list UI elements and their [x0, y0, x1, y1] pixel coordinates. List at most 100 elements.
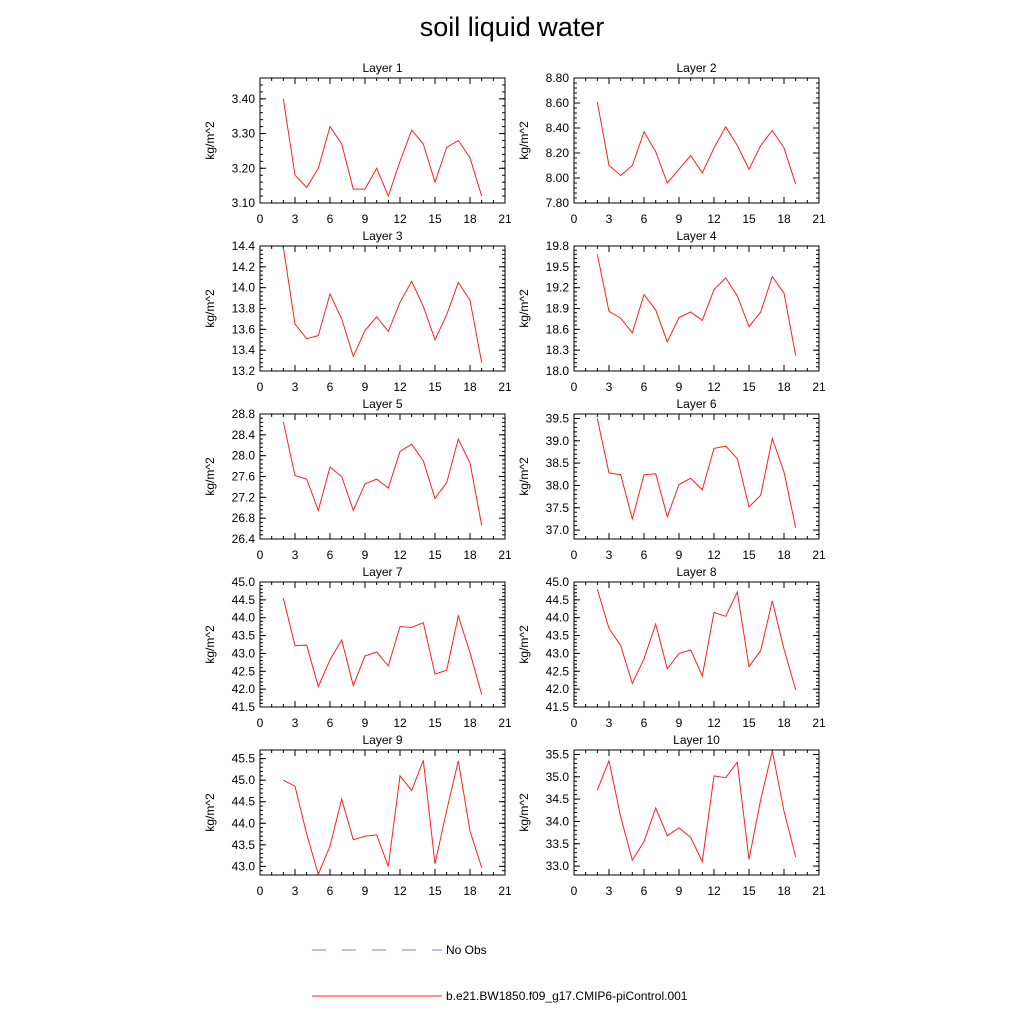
x-tick-label: 15 [428, 548, 442, 562]
panel-title: Layer 9 [362, 733, 402, 747]
series-line [596, 254, 797, 356]
x-tick-label: 15 [742, 380, 756, 394]
y-tick-label: 18.0 [546, 364, 570, 378]
series-line [596, 588, 797, 691]
x-tick-label: 21 [812, 716, 826, 730]
x-tick-label: 15 [742, 884, 756, 898]
x-tick-label: 15 [428, 380, 442, 394]
x-tick-label: 6 [641, 884, 648, 898]
x-tick-label: 18 [463, 548, 477, 562]
x-tick-label: 9 [362, 212, 369, 226]
y-tick-label: 28.4 [232, 428, 256, 442]
y-tick-label: 33.0 [546, 859, 570, 873]
y-tick-label: 35.5 [546, 747, 570, 761]
plot-frame [259, 77, 506, 204]
y-axis-label: kg/m^2 [517, 457, 531, 496]
x-tick-label: 18 [777, 884, 791, 898]
y-tick-label: 14.4 [232, 239, 256, 253]
y-tick-label: 44.5 [546, 593, 570, 607]
series-line [596, 101, 797, 185]
y-tick-label: 3.30 [232, 127, 256, 141]
x-tick-label: 3 [606, 716, 613, 730]
y-tick-label: 39.5 [546, 411, 570, 425]
x-tick-label: 18 [463, 380, 477, 394]
y-tick-label: 3.40 [232, 92, 256, 106]
y-tick-label: 28.0 [232, 449, 256, 463]
y-tick-label: 8.60 [546, 96, 570, 110]
x-tick-label: 18 [777, 548, 791, 562]
series-line [283, 760, 483, 876]
y-tick-label: 41.5 [546, 700, 570, 714]
x-tick-label: 21 [498, 884, 512, 898]
y-tick-label: 26.4 [232, 532, 256, 546]
y-tick-label: 8.20 [546, 146, 570, 160]
x-tick-label: 9 [362, 884, 369, 898]
x-tick-label: 21 [812, 212, 826, 226]
x-tick-label: 6 [641, 212, 648, 226]
panel-title: Layer 8 [676, 565, 716, 579]
x-tick-label: 12 [393, 212, 407, 226]
series-line [282, 597, 483, 695]
y-tick-label: 43.5 [546, 629, 570, 643]
y-tick-label: 7.80 [546, 196, 570, 210]
x-tick-label: 6 [327, 380, 334, 394]
x-tick-label: 9 [362, 716, 369, 730]
panel-title: Layer 1 [362, 61, 402, 75]
y-tick-label: 39.0 [546, 434, 570, 448]
y-tick-label: 45.0 [546, 575, 570, 589]
panel-layer-10: 0 3 6 9 12 15 18 21 33.0 33.5 34.0 34.5 35.0 35.5 Laye… [517, 733, 826, 898]
panel-layer-3: 0 3 6 9 12 15 18 21 13.2 13.4 13.6 13.8 14.0 14.2 14.4… [203, 229, 512, 394]
x-tick-label: 3 [292, 884, 299, 898]
plot-frame [259, 581, 506, 708]
x-tick-label: 12 [393, 716, 407, 730]
y-tick-label: 13.4 [232, 343, 256, 357]
plot-frame [259, 749, 506, 876]
x-tick-label: 3 [606, 884, 613, 898]
y-tick-label: 43.0 [232, 646, 256, 660]
x-tick-label: 12 [707, 548, 721, 562]
panel-title: Layer 3 [362, 229, 402, 243]
x-tick-label: 3 [292, 212, 299, 226]
y-tick-label: 42.5 [546, 664, 570, 678]
y-tick-label: 18.3 [546, 343, 570, 357]
x-tick-label: 6 [641, 716, 648, 730]
x-tick-label: 9 [676, 212, 683, 226]
y-tick-label: 45.0 [232, 575, 256, 589]
panel-layer-2: 0 3 6 9 12 15 18 21 7.80 8.00 8.20 8.40 8.60 8.80 Laye… [517, 61, 826, 226]
plot-frame [573, 581, 820, 708]
y-tick-label: 19.5 [546, 260, 570, 274]
y-tick-label: 14.0 [232, 281, 256, 295]
panel-layer-1: 0 3 6 9 12 15 18 21 3.10 3.20 3.30 3.40 Layer 1 kg/m^… [203, 61, 512, 226]
x-tick-label: 3 [292, 380, 299, 394]
x-tick-label: 0 [257, 212, 264, 226]
y-tick-label: 13.6 [232, 322, 256, 336]
y-tick-label: 45.5 [232, 752, 256, 766]
panel-title: Layer 5 [362, 397, 402, 411]
panel-title: Layer 6 [676, 397, 716, 411]
x-tick-label: 18 [777, 380, 791, 394]
y-tick-label: 19.2 [546, 281, 570, 295]
y-tick-label: 13.2 [232, 364, 256, 378]
plot-frame [259, 245, 506, 372]
y-tick-label: 44.5 [232, 795, 256, 809]
y-tick-label: 18.9 [546, 302, 570, 316]
y-tick-label: 37.0 [546, 523, 570, 537]
x-tick-label: 18 [777, 212, 791, 226]
y-tick-label: 44.5 [232, 593, 256, 607]
y-axis-label: kg/m^2 [517, 793, 531, 832]
series-line [596, 750, 797, 864]
x-tick-label: 21 [498, 548, 512, 562]
panel-title: Layer 7 [362, 565, 402, 579]
x-tick-label: 15 [742, 716, 756, 730]
y-tick-label: 28.8 [232, 407, 256, 421]
x-tick-label: 6 [327, 716, 334, 730]
y-axis-label: kg/m^2 [203, 121, 217, 160]
x-tick-label: 0 [571, 380, 578, 394]
x-tick-label: 12 [707, 716, 721, 730]
y-tick-label: 34.5 [546, 792, 570, 806]
x-tick-label: 3 [292, 716, 299, 730]
x-tick-label: 12 [707, 380, 721, 394]
y-tick-label: 45.0 [232, 773, 256, 787]
page-title: soil liquid water [419, 12, 605, 42]
